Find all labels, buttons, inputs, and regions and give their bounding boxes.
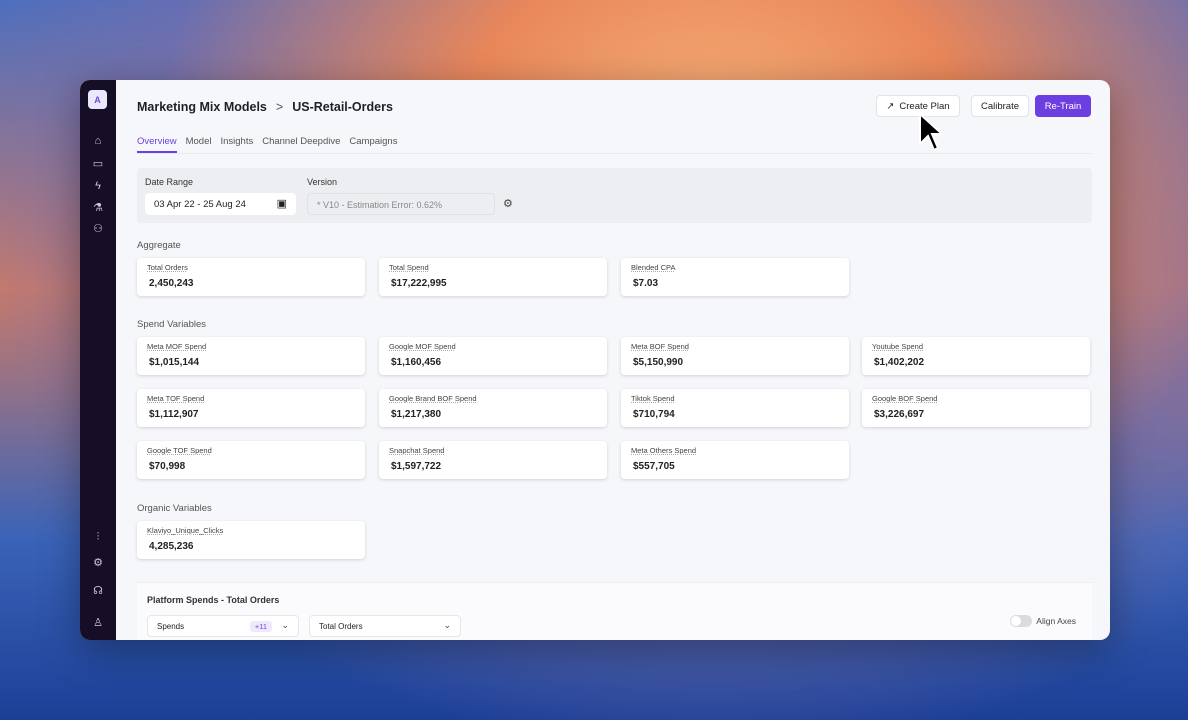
metric-card: Blended CPA $7.03 <box>621 258 849 296</box>
metric-value: $1,015,144 <box>149 357 200 368</box>
metric-value: $3,226,697 <box>874 409 925 420</box>
spends-count-badge: +11 <box>249 621 272 632</box>
create-plan-button[interactable]: ↗ Create Plan <box>876 95 960 117</box>
divider <box>137 153 1092 154</box>
align-axes-toggle[interactable] <box>1010 615 1032 627</box>
metric-select-value: Total Orders <box>319 622 363 631</box>
version-label: Version <box>307 177 338 187</box>
metric-card: Meta TOF Spend $1,112,907 <box>137 389 365 427</box>
metric-label: Total Spend <box>389 263 429 272</box>
users-icon[interactable]: ⚇ <box>93 223 103 235</box>
metric-value: $70,998 <box>149 461 186 472</box>
aggregate-heading: Aggregate <box>137 240 181 251</box>
filter-bar: Date Range 03 Apr 22 - 25 Aug 24 ▣ Versio… <box>137 168 1092 223</box>
breadcrumb-parent[interactable]: Marketing Mix Models <box>137 100 267 114</box>
tab-campaigns[interactable]: Campaigns <box>349 136 398 147</box>
metric-card: Total Spend $17,222,995 <box>379 258 607 296</box>
panel-title: Platform Spends - Total Orders <box>147 595 280 605</box>
tab-model[interactable]: Model <box>185 136 212 147</box>
inbox-icon[interactable]: ▭ <box>92 158 104 170</box>
app-logo[interactable]: A <box>88 90 107 109</box>
breadcrumb-current: US-Retail-Orders <box>292 100 393 114</box>
retrain-button[interactable]: Re-Train <box>1035 95 1091 117</box>
metric-label: Google BOF Spend <box>872 394 938 403</box>
spends-select-value: Spends <box>157 622 185 631</box>
breadcrumb-separator: > <box>275 100 284 114</box>
date-range-picker[interactable]: 03 Apr 22 - 25 Aug 24 ▣ <box>145 193 296 215</box>
tab-overview[interactable]: Overview <box>137 136 177 153</box>
metric-label: Meta MOF Spend <box>147 342 207 351</box>
metric-label: Meta TOF Spend <box>147 394 205 403</box>
metric-value: $7.03 <box>633 278 659 289</box>
platform-spends-panel: Platform Spends - Total Orders Spends +11… <box>137 582 1092 640</box>
metric-card: Google Brand BOF Spend $1,217,380 <box>379 389 607 427</box>
metric-card: Google TOF Spend $70,998 <box>137 441 365 479</box>
metric-value: $557,705 <box>633 461 675 472</box>
spend-variables-heading: Spend Variables <box>137 319 207 330</box>
organic-variables-heading: Organic Variables <box>137 503 212 514</box>
create-plan-label: Create Plan <box>899 100 950 112</box>
metric-label: Klaviyo_Unique_Clicks <box>147 526 224 535</box>
metric-value: 2,450,243 <box>149 278 194 289</box>
app-window: A ⌂ ▭ ϟ ⚗ ⚇ ⫶ ⚙ ☊ ♙ Marketing Mix Models… <box>80 80 1110 640</box>
flask-icon[interactable]: ⚗ <box>93 202 103 214</box>
headphones-icon[interactable]: ☊ <box>93 585 103 597</box>
sidebar: A ⌂ ▭ ϟ ⚗ ⚇ ⫶ ⚙ ☊ ♙ <box>80 80 116 640</box>
metric-value: $17,222,995 <box>391 278 447 289</box>
metric-card: Tiktok Spend $710,794 <box>621 389 849 427</box>
version-settings-icon[interactable]: ⚙ <box>503 198 513 210</box>
date-range-value: 03 Apr 22 - 25 Aug 24 <box>154 199 246 210</box>
metric-label: Meta Others Spend <box>631 446 697 455</box>
metric-value: $1,160,456 <box>391 357 442 368</box>
metric-card: Klaviyo_Unique_Clicks 4,285,236 <box>137 521 365 559</box>
lightning-icon[interactable]: ϟ <box>95 180 101 192</box>
breadcrumb: Marketing Mix Models > US-Retail-Orders <box>137 100 393 114</box>
metric-card: Snapchat Spend $1,597,722 <box>379 441 607 479</box>
tab-channel-deepdive[interactable]: Channel Deepdive <box>262 136 341 147</box>
metric-card: Youtube Spend $1,402,202 <box>862 337 1090 375</box>
gear-icon[interactable]: ⚙ <box>93 557 103 569</box>
home-icon[interactable]: ⌂ <box>94 135 102 147</box>
calendar-icon: ▣ <box>276 198 287 210</box>
metric-label: Google Brand BOF Spend <box>389 394 477 403</box>
calibrate-button[interactable]: Calibrate <box>971 95 1029 117</box>
metric-label: Total Orders <box>147 263 188 272</box>
metric-select[interactable]: Total Orders ⌄ <box>309 615 461 637</box>
chevron-down-icon: ⌄ <box>443 620 451 630</box>
spends-select[interactable]: Spends +11 ⌄ <box>147 615 299 637</box>
metric-card: Google BOF Spend $3,226,697 <box>862 389 1090 427</box>
metric-value: 4,285,236 <box>149 541 194 552</box>
metric-card: Google MOF Spend $1,160,456 <box>379 337 607 375</box>
metric-card: Meta BOF Spend $5,150,990 <box>621 337 849 375</box>
external-link-icon: ↗ <box>886 100 895 112</box>
main-content: Marketing Mix Models > US-Retail-Orders ↗ C… <box>116 80 1110 640</box>
sliders-icon[interactable]: ⫶ <box>96 531 100 543</box>
metric-label: Meta BOF Spend <box>631 342 689 351</box>
metric-card: Meta MOF Spend $1,015,144 <box>137 337 365 375</box>
tab-insights[interactable]: Insights <box>220 136 254 147</box>
version-select[interactable]: * V10 - Estimation Error: 0.62% <box>307 193 495 215</box>
metric-value: $710,794 <box>633 409 675 420</box>
metric-card: Meta Others Spend $557,705 <box>621 441 849 479</box>
tab-bar: Overview Model Insights Channel Deepdive… <box>137 136 397 153</box>
metric-label: Google MOF Spend <box>389 342 456 351</box>
metric-value: $5,150,990 <box>633 357 684 368</box>
metric-value: $1,217,380 <box>391 409 442 420</box>
metric-label: Google TOF Spend <box>147 446 212 455</box>
chevron-down-icon: ⌄ <box>281 620 289 630</box>
metric-label: Tiktok Spend <box>631 394 675 403</box>
metric-label: Youtube Spend <box>872 342 924 351</box>
align-axes-label: Align Axes <box>1036 616 1076 626</box>
metric-value: $1,112,907 <box>149 409 199 420</box>
metric-label: Snapchat Spend <box>389 446 445 455</box>
metric-value: $1,597,722 <box>391 461 442 472</box>
date-range-label: Date Range <box>145 177 194 187</box>
user-icon[interactable]: ♙ <box>93 617 103 629</box>
metric-label: Blended CPA <box>631 263 676 272</box>
metric-value: $1,402,202 <box>874 357 925 368</box>
metric-card: Total Orders 2,450,243 <box>137 258 365 296</box>
mouse-cursor-icon <box>919 112 945 152</box>
